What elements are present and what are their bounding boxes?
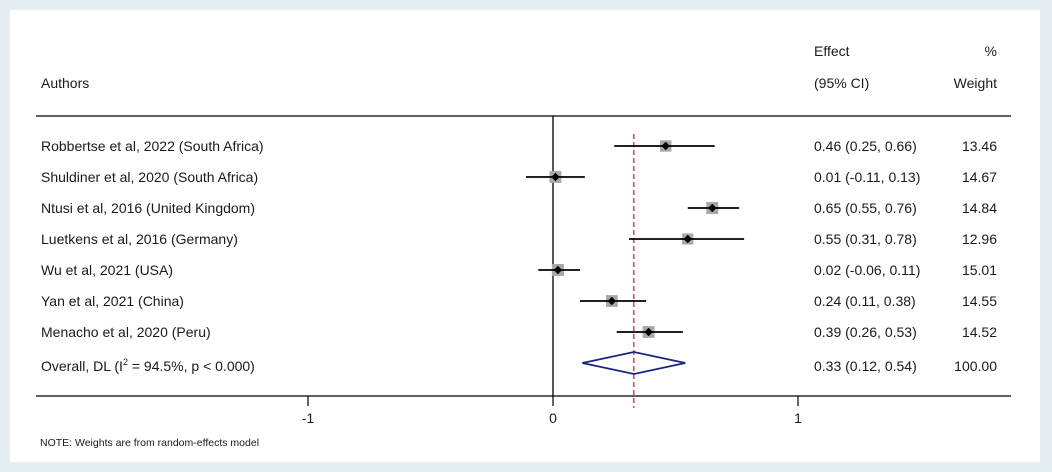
- overall-label: Overall, DL (I2 = 94.5%, p < 0.000): [41, 357, 255, 374]
- x-tick-label: 1: [794, 410, 802, 426]
- study-label: Yan et al, 2021 (China): [41, 293, 184, 309]
- study-point-marker: [661, 141, 670, 151]
- x-tick-label: -1: [302, 410, 315, 426]
- study-label: Wu et al, 2021 (USA): [41, 262, 173, 278]
- study-point-marker: [708, 203, 717, 213]
- header-weight: Weight: [954, 75, 997, 91]
- study-weight: 13.46: [962, 138, 997, 154]
- study-point-marker: [607, 296, 616, 306]
- study-point-marker: [551, 172, 560, 182]
- study-effect-ci: 0.02 (-0.06, 0.11): [814, 262, 920, 278]
- study-label: Luetkens et al, 2016 (Germany): [41, 231, 238, 247]
- study-effect-ci: 0.39 (0.26, 0.53): [814, 324, 917, 340]
- study-weight: 14.84: [962, 200, 997, 216]
- study-point-marker: [683, 234, 692, 244]
- overall-diamond: [582, 351, 686, 375]
- study-effect-ci: 0.01 (-0.11, 0.13): [814, 169, 920, 185]
- header-percent: %: [985, 43, 997, 59]
- study-label: Robbertse et al, 2022 (South Africa): [41, 138, 264, 154]
- x-tick-label: 0: [549, 410, 557, 426]
- header-effect: Effect: [814, 43, 850, 59]
- study-point-marker: [644, 327, 653, 337]
- study-label: Shuldiner et al, 2020 (South Africa): [41, 169, 258, 185]
- study-effect-ci: 0.46 (0.25, 0.66): [814, 138, 917, 154]
- overall-weight: 100.00: [954, 358, 997, 374]
- study-weight: 14.52: [962, 324, 997, 340]
- forest-plot: Authors Effect (95% CI) % Weight Overall…: [36, 43, 1011, 449]
- footnote: NOTE: Weights are from random-effects mo…: [40, 437, 259, 449]
- study-effect-ci: 0.65 (0.55, 0.76): [814, 200, 917, 216]
- study-weight: 14.55: [962, 293, 997, 309]
- study-label: Menacho et al, 2020 (Peru): [41, 324, 211, 340]
- study-effect-ci: 0.24 (0.11, 0.38): [814, 293, 916, 309]
- study-weight: 12.96: [962, 231, 997, 247]
- study-weight: 14.67: [962, 169, 997, 185]
- study-weight: 15.01: [962, 262, 997, 278]
- header-authors: Authors: [41, 75, 89, 91]
- header-ci: (95% CI): [814, 75, 869, 91]
- forest-plot-panel: Authors Effect (95% CI) % Weight Overall…: [10, 10, 1040, 462]
- study-label: Ntusi et al, 2016 (United Kingdom): [41, 200, 255, 216]
- overall-effect-ci: 0.33 (0.12, 0.54): [814, 358, 917, 374]
- study-effect-ci: 0.55 (0.31, 0.78): [814, 231, 917, 247]
- study-point-marker: [553, 265, 563, 275]
